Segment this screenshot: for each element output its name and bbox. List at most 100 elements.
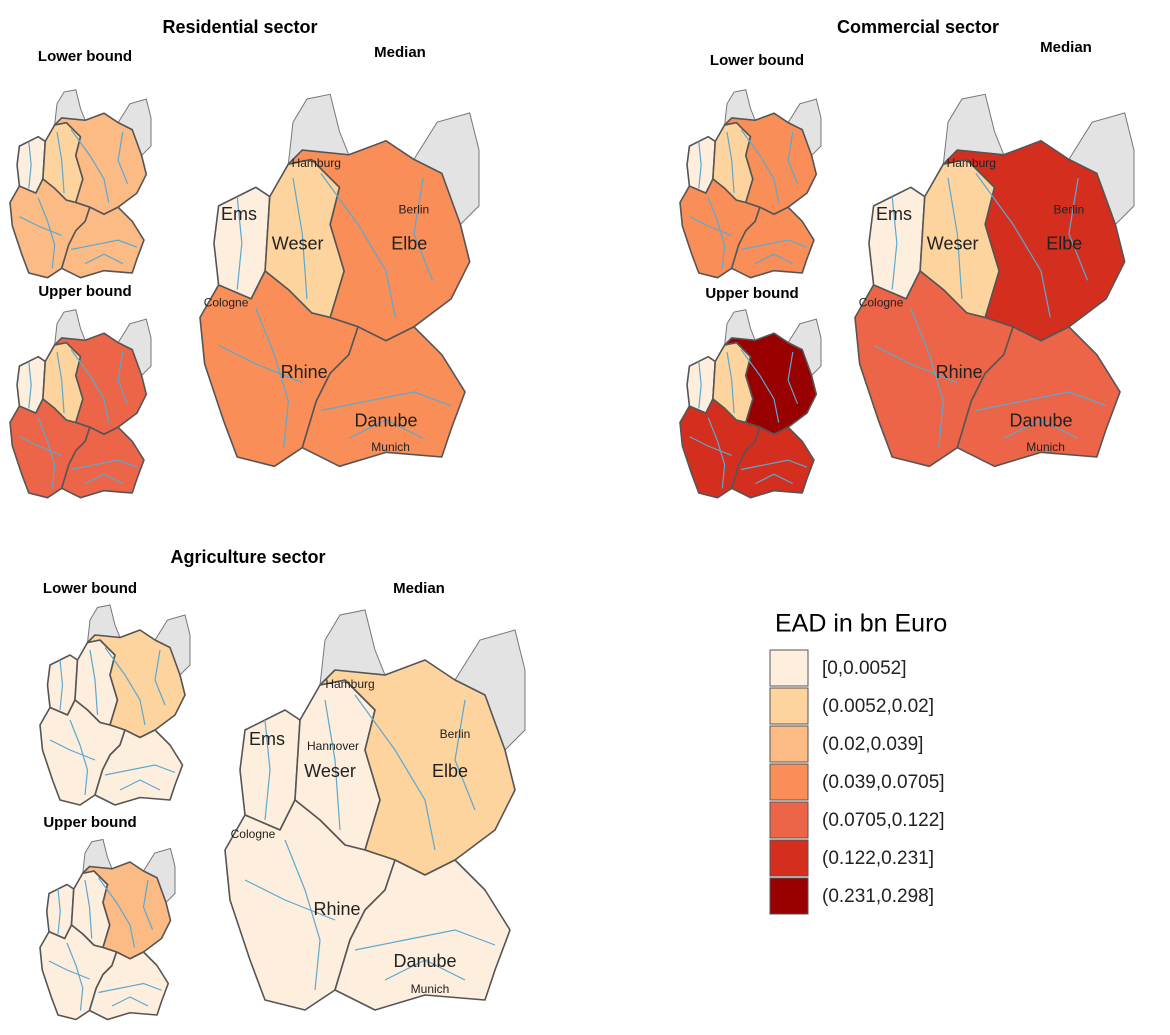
river	[689, 216, 732, 236]
place-label: Danube	[354, 410, 417, 430]
basin-map	[9, 309, 152, 499]
basin	[88, 951, 170, 1021]
basin	[53, 112, 148, 216]
river	[70, 349, 110, 423]
river	[104, 764, 176, 776]
river	[740, 129, 780, 203]
place-label: Danube	[393, 951, 456, 971]
panel-title: Agriculture sector	[170, 547, 325, 567]
legend-label: (0.0052,0.02]	[822, 696, 934, 717]
river	[19, 436, 62, 456]
river	[454, 699, 476, 811]
river	[910, 307, 944, 448]
legend-swatch	[769, 725, 809, 763]
map-label: Upper bound	[705, 285, 798, 302]
basin	[334, 859, 511, 1011]
river	[69, 719, 89, 796]
place-label: Cologne	[204, 296, 249, 310]
place-label: Munich	[371, 440, 410, 454]
river	[354, 929, 496, 951]
map-label: Lower bound	[710, 52, 804, 69]
place-label: Berlin	[440, 727, 471, 741]
place-label: Elbe	[391, 234, 427, 254]
river	[873, 344, 958, 384]
river	[154, 649, 166, 706]
place-label: Rhine	[936, 362, 983, 382]
river	[244, 879, 336, 921]
place-label: Ems	[221, 204, 257, 224]
river	[384, 959, 466, 981]
river	[1003, 419, 1079, 439]
river	[324, 699, 341, 831]
place-label: Hamburg	[325, 677, 374, 691]
river	[354, 694, 436, 851]
map-label: Lower bound	[38, 48, 132, 65]
river	[56, 351, 65, 414]
place-label: Munich	[1026, 440, 1065, 454]
river	[98, 877, 136, 948]
river	[104, 647, 146, 726]
basin-map	[679, 89, 822, 279]
river	[740, 349, 780, 423]
river	[698, 141, 702, 189]
basin	[86, 629, 186, 739]
river	[975, 172, 1051, 318]
basin	[81, 861, 172, 960]
place-label: Elbe	[432, 761, 468, 781]
basin	[730, 206, 815, 279]
river	[787, 131, 799, 184]
legend-swatch	[769, 877, 809, 915]
place-label: Weser	[304, 761, 356, 781]
basin	[287, 140, 471, 342]
place-label: Cologne	[859, 296, 904, 310]
basin-map: Hamburg Berlin Ems Weser Elbe Cologne Rhine Dan…	[854, 93, 1135, 468]
map-label: Upper bound	[43, 814, 136, 831]
legend-swatch	[769, 801, 809, 839]
river	[70, 239, 138, 251]
river	[70, 459, 138, 471]
river	[89, 649, 99, 716]
river	[70, 129, 110, 203]
river	[19, 216, 62, 236]
legend-swatch	[769, 649, 809, 687]
basin	[723, 332, 818, 436]
river	[255, 307, 289, 448]
river	[236, 196, 243, 290]
basin	[723, 112, 818, 216]
river	[142, 879, 154, 930]
basin	[319, 659, 516, 876]
basin	[60, 426, 145, 499]
river	[947, 177, 963, 299]
legend-swatch	[769, 839, 809, 877]
place-label: Ems	[249, 729, 285, 749]
river	[28, 361, 32, 409]
river	[707, 197, 726, 269]
place-label: Danube	[1009, 410, 1072, 430]
river	[975, 391, 1107, 412]
legend-label: (0.0705,0.122]	[822, 810, 945, 831]
place-label: Berlin	[1054, 203, 1085, 217]
river	[726, 131, 735, 194]
river	[284, 839, 321, 991]
river	[698, 361, 702, 409]
river	[264, 719, 271, 821]
river	[740, 459, 808, 471]
place-label: Rhine	[313, 899, 360, 919]
map-label: Median	[393, 580, 445, 597]
river	[117, 351, 129, 404]
river	[57, 888, 61, 935]
river	[348, 419, 424, 439]
map-label: Median	[1040, 39, 1092, 56]
river	[84, 253, 124, 265]
river	[891, 196, 898, 290]
place-label: Munich	[411, 982, 450, 996]
river	[119, 779, 161, 791]
river	[66, 942, 84, 1011]
river	[689, 436, 732, 456]
legend-swatch	[769, 763, 809, 801]
river	[48, 960, 90, 980]
river	[754, 473, 794, 485]
place-label: Rhine	[281, 362, 328, 382]
river	[28, 141, 32, 189]
